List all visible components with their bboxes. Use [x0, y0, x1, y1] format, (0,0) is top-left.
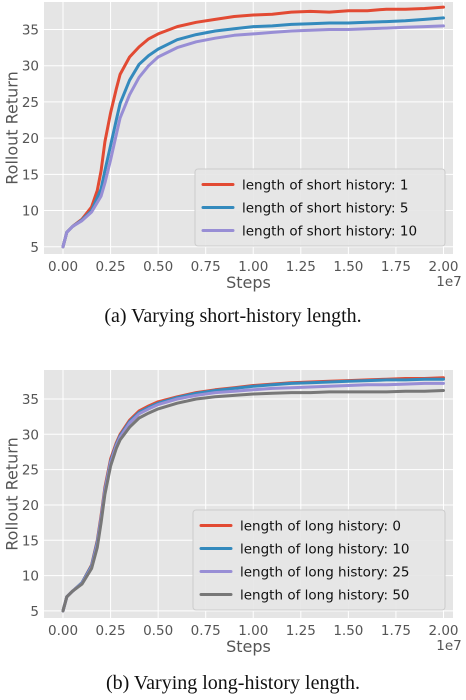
- legend-label: length of short history: 10: [242, 224, 417, 240]
- legend-box: [192, 509, 446, 611]
- caption-long-history: (b) Varying long-history length.: [105, 672, 361, 694]
- series-line-4: [61, 389, 445, 613]
- x-tick-label: 2.00: [428, 259, 458, 275]
- y-tick-label: 35: [22, 23, 39, 39]
- y-tick-label: 35: [22, 392, 39, 408]
- y-tick-label: 15: [22, 167, 39, 183]
- x-tick-label: 0.00: [48, 259, 78, 275]
- y-tick-label: 15: [22, 533, 39, 549]
- x-tick-label: 1.50: [333, 259, 363, 275]
- x-tick-label: 1.25: [286, 623, 316, 639]
- x-tick-label: 2.00: [428, 623, 458, 639]
- x-tick-label: 0.25: [96, 259, 126, 275]
- x-tick-label: 0.00: [48, 623, 78, 639]
- caption-short-history: (a) Varying short-history length.: [104, 305, 362, 327]
- legend-label: length of long history: 10: [240, 542, 410, 558]
- y-tick-label: 25: [22, 463, 39, 479]
- y-axis-label: Rollout Return: [3, 71, 22, 184]
- x-tick-label: 0.50: [143, 623, 173, 639]
- legend-label: length of short history: 5: [242, 201, 409, 217]
- y-tick-label: 30: [22, 427, 39, 443]
- x-tick-label: 1.25: [286, 259, 316, 275]
- series-line-2: [61, 16, 445, 249]
- x-tick-label: 0.50: [143, 259, 173, 275]
- y-tick-label: 20: [22, 131, 39, 147]
- legend-label: length of long history: 0: [240, 519, 401, 535]
- x-exponent-label: 1e7: [436, 274, 461, 290]
- x-tick-label: 1.75: [381, 259, 411, 275]
- y-tick-label: 10: [22, 569, 39, 585]
- legend-box: [194, 168, 446, 247]
- chart-long-history: 0.00 0.25 0.50 0.75 1.00 1.25 1.50 1.75 2.00 5 10 1…: [3, 370, 462, 656]
- x-axis-label: Steps: [226, 637, 271, 656]
- x-exponent-label: 1e7: [436, 638, 461, 654]
- x-tick-label: 0.75: [191, 623, 221, 639]
- x-tick-label: 1.50: [333, 623, 363, 639]
- legend-label: length of short history: 1: [242, 178, 409, 194]
- x-tick-label: 1.00: [238, 259, 268, 275]
- y-tick-label: 5: [30, 604, 39, 620]
- x-tick-label: 1.75: [381, 623, 411, 639]
- legend-label: length of long history: 25: [240, 565, 410, 581]
- y-tick-label: 10: [22, 204, 39, 220]
- series-line-3: [61, 24, 445, 249]
- series-line-1: [61, 5, 445, 249]
- x-tick-label: 0.25: [96, 623, 126, 639]
- y-tick-label: 25: [22, 95, 39, 111]
- x-tick-label: 1.00: [238, 623, 268, 639]
- legend-label: length of long history: 50: [240, 588, 410, 604]
- y-tick-label: 20: [22, 498, 39, 514]
- x-axis-label: Steps: [226, 273, 271, 292]
- y-tick-label: 5: [30, 240, 39, 256]
- chart-short-history: 0.00 0.25 0.50 0.75 1.00 1.25 1.50 1.75 2.00 5 10 1…: [3, 2, 462, 292]
- y-axis-label: Rollout Return: [3, 437, 22, 550]
- y-tick-label: 30: [22, 59, 39, 75]
- x-tick-label: 0.75: [191, 259, 221, 275]
